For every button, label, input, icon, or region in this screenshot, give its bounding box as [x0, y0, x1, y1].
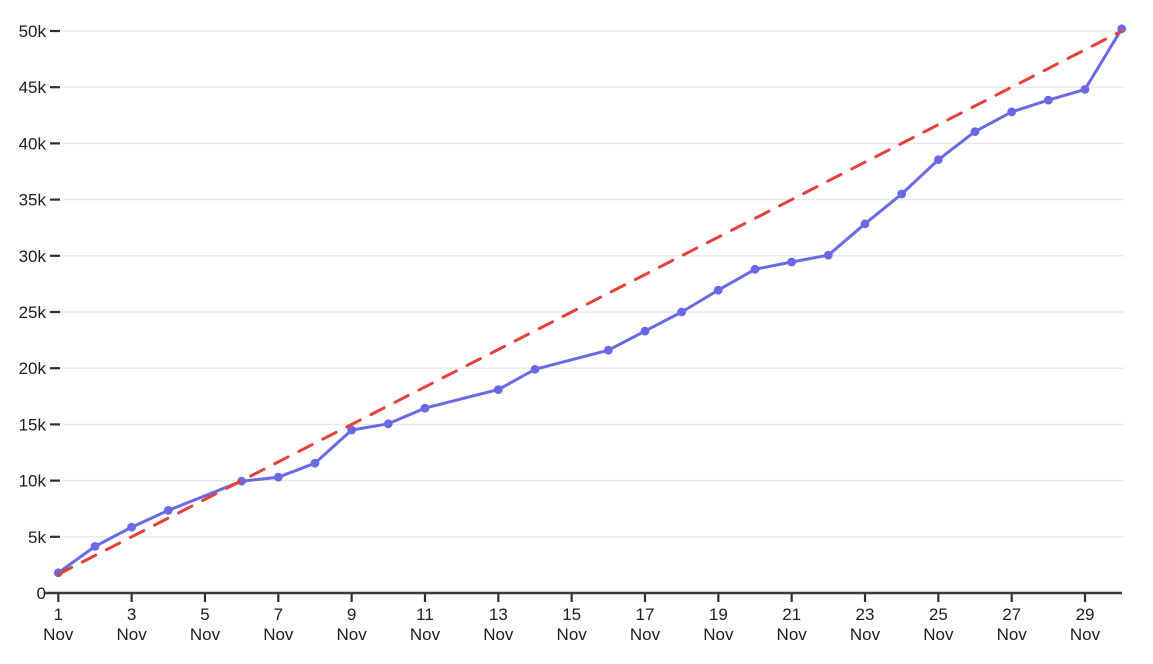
x-tick-label-day: 23 — [856, 605, 875, 624]
actual-progress-point — [823, 250, 833, 260]
actual-progress-point — [493, 385, 503, 394]
x-tick-label-day: 7 — [274, 605, 283, 624]
x-tick-label-day: 11 — [416, 605, 434, 624]
x-tick-label-month: Nov — [777, 625, 808, 644]
actual-progress-point — [860, 219, 870, 229]
y-tick-label: 0 — [37, 584, 46, 603]
y-tick-label: 10k — [19, 472, 47, 491]
x-tick-label-day: 29 — [1076, 605, 1095, 624]
actual-progress-point — [677, 307, 687, 317]
actual-progress-point — [787, 257, 797, 267]
x-tick-label-day: 21 — [782, 605, 801, 624]
actual-progress-point — [1007, 107, 1017, 117]
actual-progress-point — [163, 506, 173, 515]
y-tick-label: 5k — [28, 528, 46, 547]
x-tick-label-month: Nov — [337, 625, 368, 644]
x-tick-label-month: Nov — [190, 625, 221, 644]
y-tick-label: 25k — [19, 303, 47, 322]
actual-progress-point — [603, 345, 613, 355]
actual-progress-point — [273, 472, 283, 482]
y-tick-label: 30k — [19, 247, 47, 266]
actual-progress-point — [970, 127, 980, 136]
actual-progress-point — [420, 403, 430, 413]
actual-progress-point — [347, 425, 357, 435]
x-tick-label-month: Nov — [997, 625, 1028, 644]
x-tick-label-month: Nov — [703, 625, 734, 644]
target-pace-line — [56, 29, 1124, 576]
actual-progress-point — [897, 189, 907, 199]
x-tick-label-month: Nov — [410, 625, 441, 644]
y-tick-label: 45k — [19, 78, 47, 97]
x-tick-label-day: 25 — [929, 605, 948, 624]
y-tick-label: 35k — [19, 191, 47, 210]
x-tick-label-day: 13 — [489, 605, 508, 624]
actual-progress-point — [383, 419, 393, 429]
x-tick-label-month: Nov — [1070, 625, 1101, 644]
y-tick-label: 20k — [19, 359, 47, 378]
actual-progress-point — [310, 458, 320, 468]
x-tick-label-day: 9 — [347, 605, 356, 624]
actual-progress-point — [530, 364, 540, 374]
actual-progress-point — [90, 542, 100, 551]
actual-progress-point — [713, 285, 723, 295]
x-tick-label-month: Nov — [43, 625, 74, 644]
actual-progress-point — [1044, 95, 1053, 105]
x-tick-label-month: Nov — [850, 625, 881, 644]
x-tick-label-day: 27 — [1002, 605, 1021, 624]
x-tick-label-month: Nov — [117, 625, 148, 644]
x-tick-label-month: Nov — [263, 625, 294, 644]
y-tick-label: 15k — [19, 415, 47, 434]
actual-progress-point — [1080, 85, 1090, 94]
x-tick-label-month: Nov — [557, 625, 588, 644]
x-tick-label-day: 3 — [127, 605, 136, 624]
x-tick-label-day: 17 — [636, 605, 655, 624]
x-tick-label-month: Nov — [630, 625, 661, 644]
actual-progress-point — [934, 155, 943, 165]
x-tick-label-month: Nov — [923, 625, 954, 644]
actual-progress-line — [56, 27, 1124, 575]
actual-progress-point — [750, 264, 760, 274]
x-tick-label-day: 15 — [562, 605, 581, 624]
actual-progress-point — [640, 326, 650, 336]
actual-progress-point — [127, 522, 136, 532]
y-tick-label: 50k — [19, 22, 47, 41]
y-tick-label: 40k — [19, 134, 47, 153]
x-tick-label-day: 19 — [709, 605, 728, 624]
x-tick-label-day: 5 — [200, 605, 209, 624]
x-tick-label-month: Nov — [483, 625, 514, 644]
x-tick-label-day: 1 — [54, 605, 63, 624]
